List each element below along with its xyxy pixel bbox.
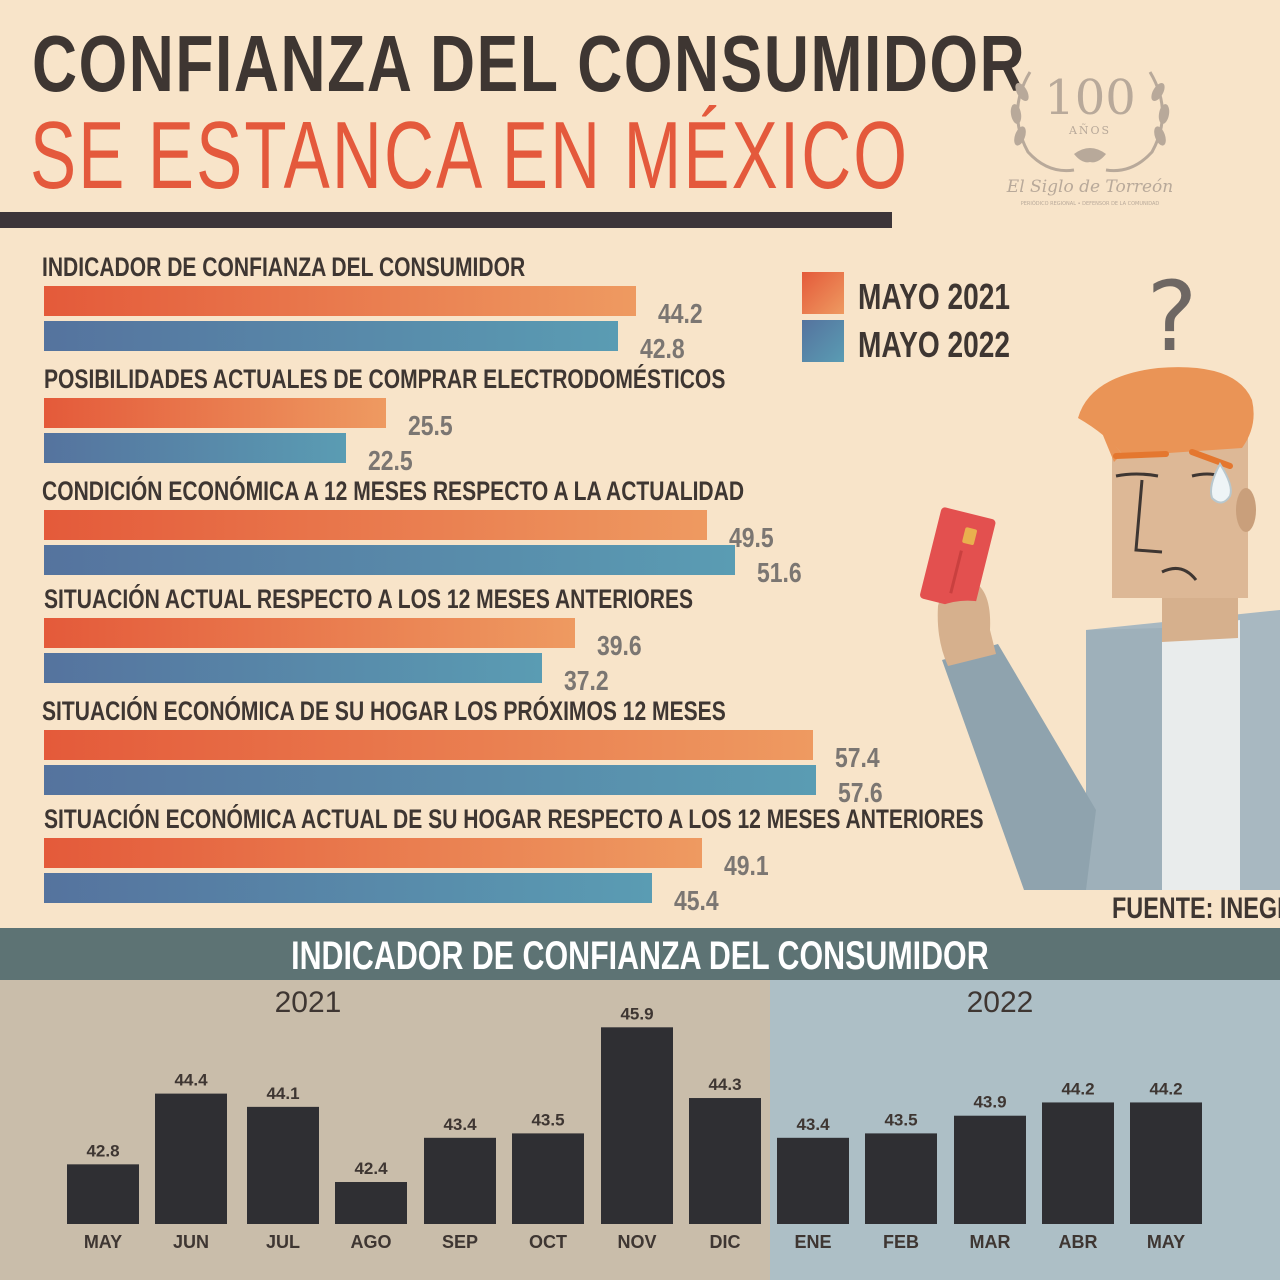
month-value-label: 43.5 — [531, 1110, 564, 1129]
monthly-chart-title: INDICADOR DE CONFIANZA DEL CONSUMIDOR — [291, 934, 989, 978]
sweat-drop-icon — [1210, 462, 1232, 504]
bar-value-label: 49.5 — [729, 522, 774, 553]
monthly-bar-chart: 42.8 MAY 44.4 JUN 44.1 JUL 42.4 AGO 43.4 SEP 43.5 O… — [67, 1004, 1202, 1252]
bar-value-label: 39.6 — [596, 630, 642, 661]
month-bar-oct-2021 — [512, 1133, 584, 1224]
bar-value-label: 57.6 — [837, 777, 883, 808]
month-tick-label: DIC — [710, 1232, 741, 1252]
category-label: INDICADOR DE CONFIANZA DEL CONSUMIDOR — [42, 252, 526, 282]
month-value-label: 44.3 — [708, 1075, 741, 1094]
source-note: FUENTE: INEGI — [1112, 892, 1280, 925]
month-value-label: 42.8 — [86, 1141, 119, 1160]
logo-tagline: PERIÓDICO REGIONAL • DEFENSOR DE LA COMU… — [1021, 200, 1160, 207]
category-label: SITUACIÓN ECONÓMICA ACTUAL DE SU HOGAR R… — [44, 804, 984, 834]
el-siglo-logo: 100 AÑOS El Siglo de Torreón PERIÓDICO R… — [1006, 70, 1173, 207]
month-value-label: 43.4 — [443, 1115, 477, 1134]
month-tick-label: NOV — [617, 1232, 656, 1252]
month-value-label: 43.5 — [884, 1110, 917, 1129]
bar-mayo-2021 — [44, 398, 386, 428]
year-label-2021: 2021 — [274, 986, 342, 1019]
legend-label-2021: MAYO 2021 — [858, 276, 1010, 317]
bar-mayo-2022 — [44, 765, 816, 795]
month-bar-feb-2022 — [865, 1133, 937, 1224]
month-tick-label: AGO — [350, 1232, 391, 1252]
year-label-2022: 2022 — [966, 986, 1034, 1019]
comparison-bar-chart: INDICADOR DE CONFIANZA DEL CONSUMIDOR 44.… — [0, 240, 984, 920]
month-bar-sep-2021 — [424, 1137, 496, 1224]
bar-value-label: 49.1 — [723, 850, 769, 881]
logo-years: AÑOS — [1068, 123, 1111, 137]
category-label: SITUACIÓN ACTUAL RESPECTO A LOS 12 MESES… — [44, 584, 694, 614]
bar-mayo-2022 — [44, 653, 543, 683]
month-bar-may-2022 — [1130, 1102, 1202, 1224]
month-tick-label: MAY — [84, 1232, 122, 1252]
month-tick-label: MAY — [1147, 1232, 1185, 1252]
month-bar-abr-2022 — [1042, 1102, 1114, 1224]
category-label: CONDICIÓN ECONÓMICA A 12 MESES RESPECTO … — [42, 476, 745, 506]
bar-value-label: 22.5 — [367, 445, 413, 476]
title-divider — [0, 212, 892, 228]
credit-card-icon — [920, 507, 996, 611]
month-value-label: 44.4 — [174, 1071, 208, 1090]
month-tick-label: SEP — [442, 1232, 478, 1252]
bar-mayo-2022 — [44, 433, 346, 463]
bar-value-label: 51.6 — [757, 557, 803, 588]
page-title-line1: CONFIANZA DEL CONSUMIDOR — [32, 19, 1027, 108]
bar-value-label: 42.8 — [639, 333, 685, 364]
bar-value-label: 57.4 — [835, 742, 880, 773]
bar-value-label: 25.5 — [407, 410, 453, 441]
month-bar-jun-2021 — [155, 1093, 227, 1224]
bar-mayo-2021 — [44, 286, 637, 316]
logo-number: 100 — [1044, 70, 1136, 126]
bar-mayo-2021 — [44, 838, 702, 868]
month-bar-ago-2021 — [335, 1182, 407, 1224]
month-value-label: 44.2 — [1149, 1079, 1182, 1098]
bar-value-label: 44.2 — [658, 298, 703, 329]
owl-icon — [1074, 148, 1106, 163]
month-tick-label: FEB — [883, 1232, 919, 1252]
month-bar-may-2021 — [67, 1164, 139, 1224]
bar-value-label: 37.2 — [564, 665, 610, 696]
bar-value-label: 45.4 — [674, 885, 720, 916]
category-label: SITUACIÓN ECONÓMICA DE SU HOGAR LOS PRÓX… — [42, 696, 726, 726]
month-tick-label: OCT — [529, 1232, 567, 1252]
bar-mayo-2021 — [44, 618, 575, 648]
bar-mayo-2022 — [44, 321, 618, 351]
bar-mayo-2021 — [44, 510, 708, 540]
month-bar-dic-2021 — [689, 1098, 761, 1224]
legend-swatch-2022 — [802, 320, 844, 362]
worried-man-illustration: ? — [920, 261, 1280, 890]
month-bar-jul-2021 — [247, 1106, 319, 1224]
logo-brand: El Siglo de Torreón — [1006, 177, 1173, 197]
month-value-label: 43.9 — [973, 1093, 1006, 1112]
month-tick-label: MAR — [970, 1232, 1011, 1252]
question-mark-icon: ? — [1147, 261, 1198, 373]
month-tick-label: ENE — [794, 1232, 831, 1252]
bar-mayo-2021 — [44, 730, 814, 760]
month-value-label: 43.4 — [796, 1115, 830, 1134]
monthly-chart-header — [0, 928, 1280, 980]
month-value-label: 45.9 — [620, 1004, 653, 1023]
month-bar-nov-2021 — [601, 1027, 673, 1224]
month-tick-label: JUL — [266, 1232, 300, 1252]
month-bar-ene-2022 — [777, 1137, 849, 1224]
page-title-line2: SE ESTANCA EN MÉXICO — [30, 102, 910, 209]
bar-mayo-2022 — [44, 545, 736, 575]
month-value-label: 44.2 — [1061, 1079, 1094, 1098]
month-value-label: 44.1 — [266, 1084, 299, 1103]
month-tick-label: ABR — [1059, 1232, 1098, 1252]
month-value-label: 42.4 — [354, 1159, 388, 1178]
category-label: POSIBILIDADES ACTUALES DE COMPRAR ELECTR… — [44, 364, 726, 394]
month-tick-label: JUN — [173, 1232, 209, 1252]
bar-mayo-2022 — [44, 873, 653, 903]
legend-swatch-2021 — [802, 272, 844, 314]
legend-label-2022: MAYO 2022 — [858, 324, 1010, 365]
month-bar-mar-2022 — [954, 1115, 1026, 1224]
